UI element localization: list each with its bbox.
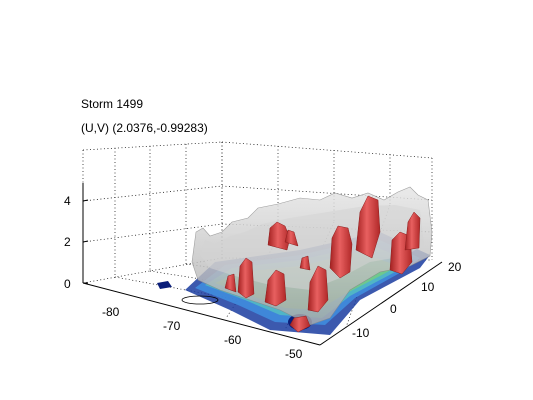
z-tick-label: 0 [64,277,71,291]
x-tick-label: -70 [163,319,181,333]
plot-subtitle: (U,V) (2.0376,-0.99283) [81,121,208,135]
y-tick-label: 0 [390,302,397,316]
z-axis-tick-labels: 4 2 0 [64,194,71,291]
x-tick-label: -80 [102,305,120,319]
z-axis-ticks [82,199,89,284]
y-tick-label: 20 [448,260,462,274]
x-tick-label: -50 [285,347,303,361]
axes [82,183,443,346]
z-tick-label: 4 [64,194,71,208]
y-axis-tick-labels: -10 0 10 20 [352,260,462,340]
z-tick-label: 2 [64,235,71,249]
x-axis-tick-labels: -80 -70 -60 -50 [102,305,303,361]
y-tick-label: 10 [421,280,435,294]
high-isosurface [224,195,421,333]
x-tick-label: -60 [224,333,242,347]
y-tick-label: -10 [352,326,370,340]
plot-title: Storm 1499 [81,97,144,111]
